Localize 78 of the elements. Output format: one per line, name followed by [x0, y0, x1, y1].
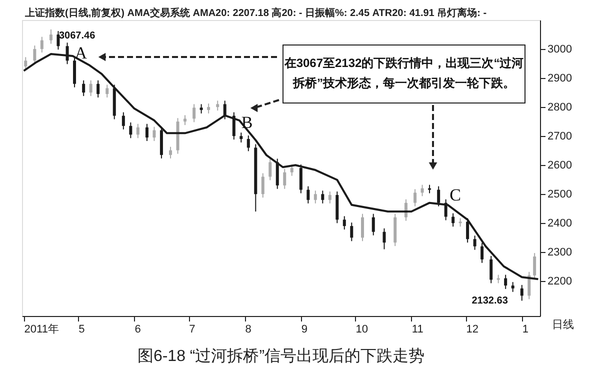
- candlestick: [480, 242, 484, 264]
- candlestick: [184, 114, 187, 126]
- candlestick: [350, 222, 354, 242]
- candlestick: [314, 190, 317, 204]
- candlestick: [268, 158, 272, 181]
- candlestick: [283, 168, 286, 190]
- candlestick: [361, 213, 364, 242]
- y-tick-label: 2500: [548, 188, 572, 201]
- candlestick: [246, 135, 250, 152]
- candlestick: [299, 164, 302, 194]
- candlestick: [192, 104, 196, 123]
- y-tick-label: 2900: [548, 72, 572, 85]
- candlestick: [240, 132, 243, 143]
- x-axis-title: 日线: [552, 318, 574, 331]
- candlestick: [169, 146, 172, 159]
- candlestick: [328, 191, 332, 204]
- x-tick-label: 12: [466, 324, 478, 336]
- candlestick: [306, 186, 310, 204]
- candlestick: [89, 80, 92, 97]
- annotation: C: [450, 186, 461, 205]
- candlestick: [511, 282, 514, 292]
- candlestick: [82, 80, 86, 97]
- x-tick-label: 10: [356, 324, 368, 336]
- candlestick: [452, 212, 455, 228]
- annotation: B: [241, 113, 253, 132]
- annotation: 2132.63: [472, 296, 508, 307]
- candlestick: [414, 188, 417, 207]
- candlestick: [473, 235, 476, 250]
- candlestick: [437, 186, 440, 207]
- candlestick: [136, 123, 140, 139]
- candlestick: [466, 218, 470, 244]
- x-tick-label: 11: [412, 324, 424, 336]
- candlestick: [152, 126, 156, 142]
- candlestick: [420, 184, 424, 197]
- x-tick-label: 2011年: [24, 324, 59, 336]
- candlestick: [321, 190, 324, 204]
- chart-subtitle: 上证指数(日线,前复权) AMA交易系统 AMA20: 2207.18 高20: - 日振幅%: 2.45 ATR20: 41.91 吊灯离场: -: [24, 7, 487, 19]
- candlestick: [24, 56, 28, 70]
- x-tick-label: 5: [78, 324, 85, 336]
- candlestick: [40, 36, 44, 53]
- x-tick-label: 8: [245, 324, 252, 336]
- x-tick-label: 6: [134, 324, 141, 336]
- candlestick: [490, 255, 493, 284]
- candlestick: [73, 56, 76, 88]
- candlestick: [56, 30, 60, 50]
- candlestick: [207, 103, 210, 114]
- candlestick: [122, 112, 125, 130]
- candlestick: [96, 80, 100, 98]
- candlestick: [106, 84, 109, 98]
- candlestick: [520, 284, 524, 302]
- candlestick: [145, 123, 148, 142]
- text: 图6-18 “过河拆桥”信号出现后的下跌走势: [137, 347, 425, 365]
- candlestick: [223, 100, 226, 120]
- x-tick-label: 7: [189, 324, 196, 336]
- y-tick-label: 2200: [548, 276, 572, 288]
- y-tick-label: 2300: [548, 246, 572, 259]
- candlestick: [276, 158, 279, 190]
- candlestick: [504, 274, 508, 290]
- x-tick-label: 1: [522, 324, 529, 336]
- y-tick-label: 2700: [548, 130, 572, 143]
- annotation: A: [74, 43, 88, 62]
- candlestick: [200, 104, 203, 114]
- y-tick-label: 2800: [548, 102, 572, 114]
- x-tick-label: 9: [301, 324, 308, 336]
- y-tick-label: 2400: [548, 218, 572, 230]
- y-tick-label: 2600: [548, 160, 572, 172]
- candlestick: [49, 28, 52, 44]
- candlestick: [129, 122, 132, 139]
- y-tick-label: 3000: [548, 44, 572, 56]
- annotation: 在3067至2132的下跌行情中，出现三次“过河拆桥”技术形态，每一次都引发一轮下跌。: [283, 56, 524, 90]
- candlestick: [33, 45, 36, 65]
- candlestick: [382, 228, 386, 250]
- candlestick: [216, 100, 220, 112]
- candlestick: [372, 213, 375, 236]
- candlestick: [533, 252, 536, 280]
- annotation: 3067.46: [58, 30, 96, 42]
- candlestick: [342, 216, 346, 230]
- candlestick: [261, 172, 264, 198]
